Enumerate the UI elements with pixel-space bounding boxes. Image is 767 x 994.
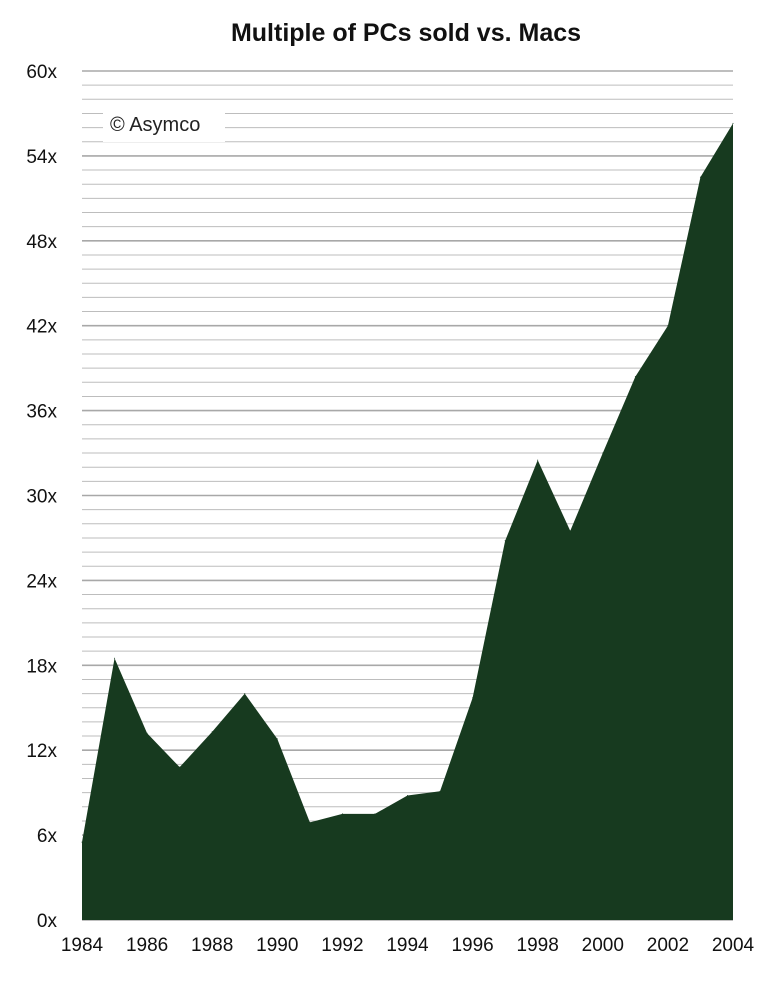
data-point-2002 (667, 325, 669, 327)
x-tick-label: 1986 (126, 935, 168, 956)
data-point-1999 (569, 530, 571, 532)
data-point-1987 (179, 766, 181, 768)
x-tick-label: 1988 (191, 935, 233, 956)
y-tick-label: 54x (26, 147, 57, 168)
data-point-1986 (146, 732, 148, 734)
data-point-1993 (374, 813, 376, 815)
x-tick-label: 1984 (61, 935, 104, 956)
y-tick-label: 42x (26, 317, 57, 338)
data-point-2003 (699, 176, 701, 178)
data-point-1995 (439, 790, 441, 792)
watermark: © Asymco (103, 106, 225, 142)
data-point-1984 (81, 841, 83, 843)
data-point-2001 (634, 376, 636, 378)
area-fill (82, 123, 733, 921)
y-axis-ticks: 0x 6x 12x 18x 24x 30x 36x 42x 48x 54x 60x (26, 62, 57, 932)
x-tick-label: 2004 (712, 935, 755, 956)
y-tick-label: 24x (26, 571, 57, 592)
x-tick-label: 1996 (451, 935, 493, 956)
chart-title: Multiple of PCs sold vs. Macs (231, 19, 581, 47)
data-point-1997 (504, 540, 506, 542)
y-tick-label: 30x (26, 487, 57, 508)
y-tick-label: 6x (37, 826, 58, 847)
x-tick-label: 2002 (647, 935, 689, 956)
x-tick-label: 1992 (321, 935, 363, 956)
watermark-background (103, 106, 225, 142)
data-point-2004 (732, 122, 734, 124)
x-tick-label: 1990 (256, 935, 298, 956)
y-tick-label: 60x (26, 62, 57, 83)
data-point-1996 (472, 697, 474, 699)
y-tick-label: 18x (26, 656, 57, 677)
x-tick-label: 1994 (386, 935, 429, 956)
data-point-1985 (114, 657, 116, 659)
x-tick-label: 2000 (582, 935, 624, 956)
data-point-1990 (276, 738, 278, 740)
y-tick-label: 0x (37, 911, 58, 932)
data-point-1989 (244, 693, 246, 695)
x-tick-label: 1998 (517, 935, 559, 956)
y-tick-label: 48x (26, 232, 57, 253)
data-point-1994 (407, 794, 408, 796)
y-tick-label: 36x (26, 402, 57, 423)
data-point-2000 (602, 452, 604, 454)
data-point-1988 (211, 731, 213, 733)
data-point-1998 (537, 459, 539, 461)
y-tick-label: 12x (26, 741, 57, 762)
data-point-1991 (309, 821, 311, 823)
x-axis-ticks: 1984 1986 1988 1990 1992 1994 1996 1998 2000 2002… (61, 935, 755, 956)
watermark-text: © Asymco (110, 114, 200, 136)
data-point-1992 (341, 813, 343, 815)
area-series (81, 122, 734, 921)
